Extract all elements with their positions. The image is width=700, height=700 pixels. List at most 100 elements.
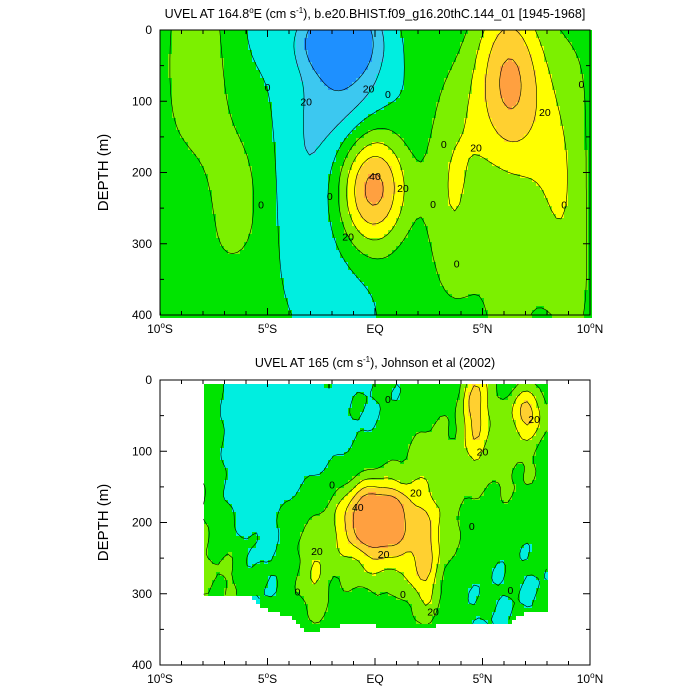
field-cell [236,190,240,194]
field-cell [488,98,492,102]
field-cell [488,78,492,82]
field-cell [272,158,276,162]
field-cell [308,130,312,134]
field-cell [428,42,432,46]
field-cell [164,130,168,134]
field-cell [460,78,464,82]
field-cell [248,62,252,66]
field-cell [428,106,432,110]
field-cell [440,86,444,90]
field-cell [220,66,224,70]
field-cell [292,158,296,162]
field-cell [204,214,208,218]
field-cell [236,58,240,62]
field-cell [460,86,464,90]
field-cell [320,42,324,46]
field-cell [316,66,320,70]
field-cell [372,166,376,170]
field-cell [272,198,276,202]
field-cell [240,90,244,94]
field-cell [520,50,524,54]
field-cell [352,134,356,138]
field-cell [256,150,260,154]
field-cell [172,214,176,218]
field-cell [544,34,548,38]
field-cell [324,162,328,166]
field-cell [312,34,316,38]
field-cell [288,74,292,78]
field-cell [376,102,380,106]
field-cell [452,206,456,210]
field-cell [512,98,516,102]
field-cell [368,74,372,78]
field-cell [164,102,168,106]
field-cell [164,126,168,130]
field-cell [468,170,472,174]
field-cell [248,190,252,194]
field-cell [344,110,348,114]
field-cell [184,90,188,94]
field-cell [216,86,220,90]
field-cell [168,126,172,130]
field-cell [448,102,452,106]
field-cell [160,82,164,86]
field-cell [356,110,360,114]
field-cell [188,66,192,70]
field-cell [244,58,248,62]
field-cell [252,70,256,74]
field-cell [572,30,576,34]
field-cell [472,38,476,42]
field-cell [172,46,176,50]
field-cell [408,50,412,54]
field-cell [556,62,560,66]
field-cell [292,78,296,82]
field-cell [292,62,296,66]
field-cell [416,34,420,38]
field-cell [264,82,268,86]
field-cell [296,110,300,114]
field-cell [552,30,556,34]
field-cell [476,74,480,78]
field-cell [320,62,324,66]
field-cell [512,82,516,86]
field-cell [468,202,472,206]
field-cell [320,58,324,62]
field-cell [416,122,420,126]
field-cell [324,114,328,118]
field-cell [552,74,556,78]
field-cell [420,30,424,34]
field-cell [372,126,376,130]
field-cell [560,94,564,98]
field-cell [248,126,252,130]
field-cell [348,118,352,122]
field-cell [380,142,384,146]
field-cell [320,178,324,182]
field-cell [336,58,340,62]
field-cell [404,74,408,78]
field-cell [464,166,468,170]
field-cell [556,138,560,142]
field-cell [320,106,324,110]
field-cell [420,82,424,86]
field-cell [408,210,412,214]
field-cell [224,150,228,154]
field-cell [572,138,576,142]
field-cell [584,94,588,98]
field-cell [308,190,312,194]
field-cell [424,150,428,154]
field-cell [276,142,280,146]
field-cell [340,202,344,206]
field-cell [224,74,228,78]
field-cell [484,50,488,54]
field-cell [300,154,304,158]
field-cell [344,134,348,138]
field-cell [172,98,176,102]
field-cell [196,70,200,74]
field-cell [564,134,568,138]
field-cell [476,106,480,110]
field-cell [560,34,564,38]
field-cell [576,86,580,90]
field-cell [484,78,488,82]
field-cell [308,126,312,130]
field-cell [400,50,404,54]
